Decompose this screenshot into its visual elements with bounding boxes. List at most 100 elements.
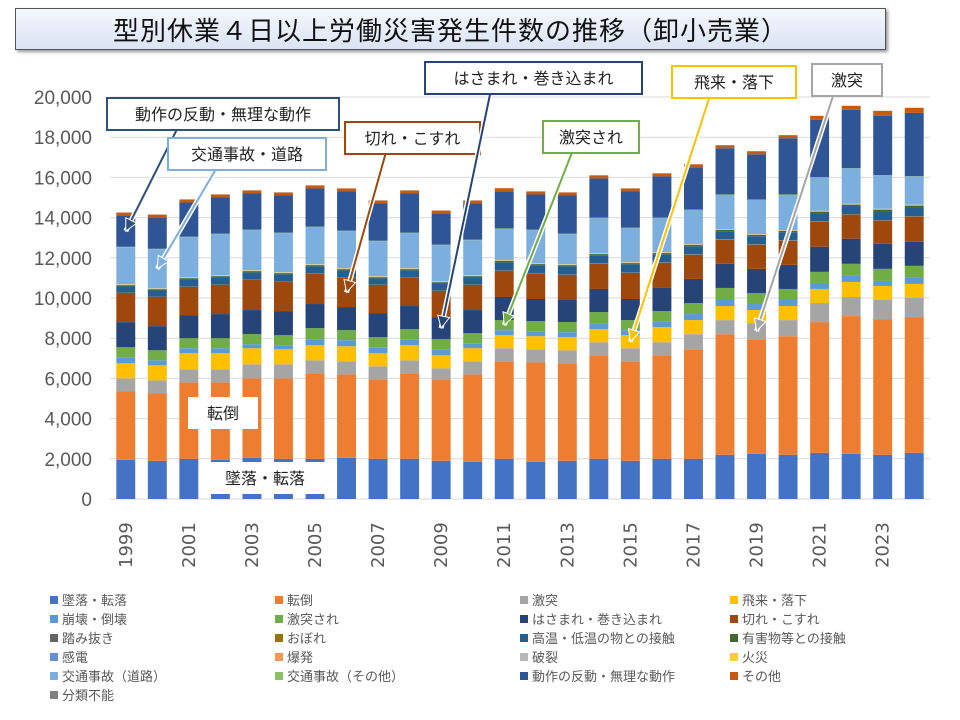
legend-swatch xyxy=(50,595,58,604)
bar-segment xyxy=(684,245,703,247)
bar-segment xyxy=(557,234,577,265)
bar-segment xyxy=(431,282,451,284)
x-tick-label: 2007 xyxy=(368,522,389,568)
bar-segment xyxy=(652,311,672,322)
bar-segment xyxy=(589,329,609,343)
legend-swatch xyxy=(520,614,528,623)
annotation-box xyxy=(424,61,643,95)
bar-segment xyxy=(463,200,483,204)
bar-segment xyxy=(715,454,735,499)
bar-segment xyxy=(368,337,388,348)
bar-segment xyxy=(147,217,167,249)
bar-segment xyxy=(652,342,672,356)
bar-segment xyxy=(400,270,420,278)
bar-segment xyxy=(841,206,861,215)
bar-segment xyxy=(463,461,483,499)
bar-segment xyxy=(274,349,293,365)
annotation-leader xyxy=(503,152,573,326)
legend-swatch xyxy=(275,614,283,623)
bar-segment xyxy=(620,320,640,331)
bar-segment xyxy=(873,319,893,455)
legend-label: 破裂 xyxy=(532,651,559,666)
bar-segment xyxy=(147,365,167,381)
bar-segment xyxy=(463,343,483,349)
annotation-label: 激突され xyxy=(559,128,623,147)
bar-segment xyxy=(400,233,420,269)
bar-segment xyxy=(494,188,514,192)
bar-segment xyxy=(873,300,893,320)
bar-segment xyxy=(904,317,924,453)
bar-segment xyxy=(652,287,672,312)
bar-segment xyxy=(873,115,893,176)
bar-segment xyxy=(747,244,766,269)
bar-segment xyxy=(242,310,262,335)
bar-segment xyxy=(116,363,136,379)
bar-segment xyxy=(494,191,514,229)
bar-segment xyxy=(620,228,640,263)
legend-label: 動作の反動・無理な動作 xyxy=(532,670,676,685)
bar-segment xyxy=(210,276,230,278)
legend-item: 崩壊・倒壊 xyxy=(50,609,127,628)
bar-segment xyxy=(557,337,577,351)
y-tick-label: 20,000 xyxy=(34,88,92,109)
bar-segment xyxy=(873,268,893,281)
legend-label: 激突され xyxy=(287,613,340,628)
bar-segment xyxy=(526,273,546,300)
bar-segment xyxy=(274,273,293,275)
legend-swatch xyxy=(520,595,528,604)
bar-segment xyxy=(242,272,262,280)
bar-segment xyxy=(368,278,388,285)
bar-segment xyxy=(589,254,609,256)
bar-segment xyxy=(274,335,293,346)
bar-segment xyxy=(904,107,924,113)
bar-segment xyxy=(305,328,325,340)
bar-segment xyxy=(305,227,325,265)
legend-item: 破裂 xyxy=(520,647,558,666)
legend-swatch xyxy=(50,671,58,680)
bar-segment xyxy=(684,209,703,245)
bar-segment xyxy=(778,336,798,455)
bar-segment xyxy=(242,344,262,349)
bar-segment xyxy=(337,307,356,331)
bar-segment xyxy=(873,209,893,212)
bar-segment xyxy=(715,320,735,335)
annotation-arrowhead-icon xyxy=(437,314,451,330)
bar-segment xyxy=(620,191,640,228)
bar-segment xyxy=(810,271,830,283)
bar-segment xyxy=(494,262,514,271)
annotation-leader xyxy=(629,97,711,343)
y-tick-label: 4,000 xyxy=(44,410,92,431)
bar-segment xyxy=(620,263,640,265)
bar-segment xyxy=(904,452,924,499)
bar-segment xyxy=(337,270,356,278)
legend-item: 動作の反動・無理な動作 xyxy=(520,666,675,685)
bar-segment xyxy=(463,310,483,334)
bar-segment xyxy=(494,270,514,297)
bar-segment xyxy=(778,320,798,337)
bar-segment xyxy=(557,265,577,267)
legend-label: 崩壊・倒壊 xyxy=(62,613,128,628)
bar-segment xyxy=(305,345,325,361)
bar-segment xyxy=(620,348,640,362)
bar-segment xyxy=(116,378,136,392)
bar-segment xyxy=(526,362,546,462)
annotation-label: 動作の反動・無理な動作 xyxy=(135,105,311,124)
bar-segment xyxy=(463,203,483,240)
bar-segment xyxy=(368,353,388,367)
bar-segment xyxy=(179,278,199,280)
bar-segment xyxy=(337,269,356,271)
y-tick-label: 0 xyxy=(81,490,92,511)
bar-segment xyxy=(841,168,861,204)
bar-segment xyxy=(368,347,388,354)
bar-segment xyxy=(747,236,766,245)
bar-segment xyxy=(557,266,577,275)
bar-segment xyxy=(841,263,861,276)
legend-label: その他 xyxy=(742,670,782,685)
bar-segment xyxy=(179,237,199,278)
bar-segment xyxy=(715,299,735,307)
bar-segment xyxy=(747,268,766,293)
legend-label: 爆発 xyxy=(287,651,314,666)
bar-segment xyxy=(337,374,356,458)
annotation-leader xyxy=(755,95,834,332)
bar-segment xyxy=(368,203,388,241)
